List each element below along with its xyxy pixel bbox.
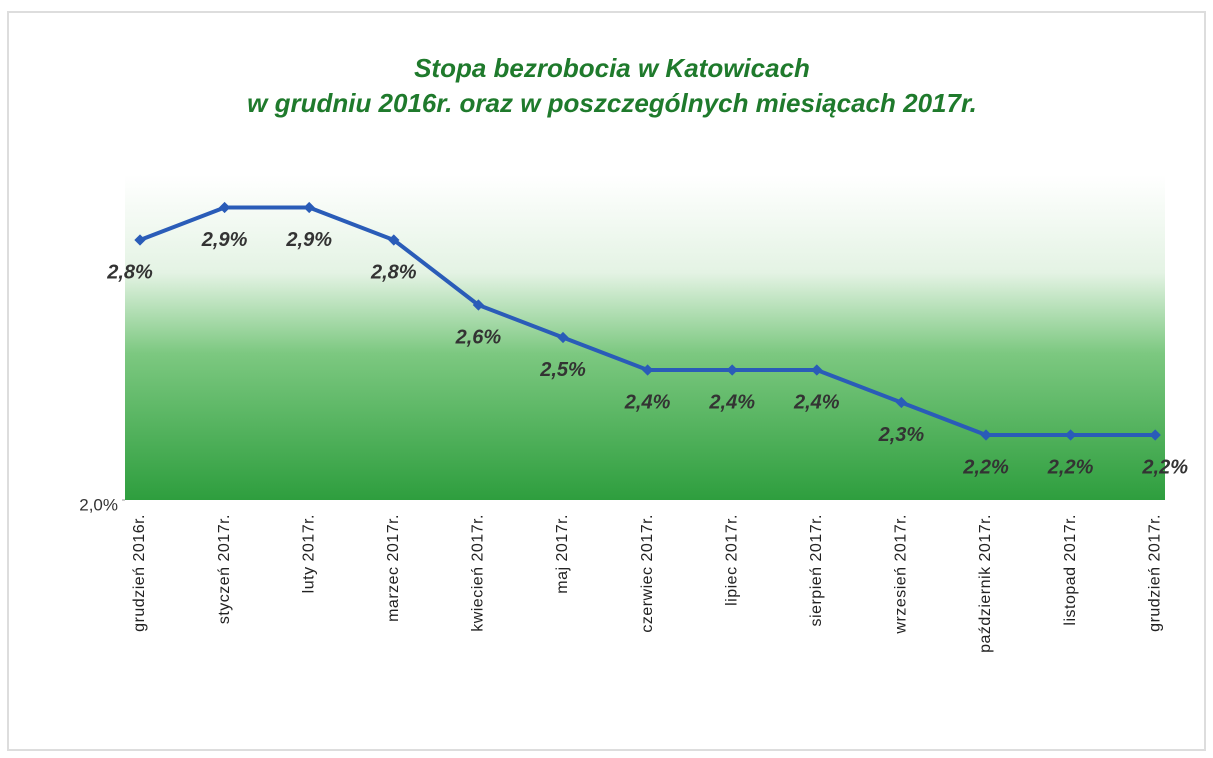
x-tick-label: styczeń 2017r.	[216, 514, 233, 624]
x-tick-label: kwiecień 2017r.	[470, 514, 487, 632]
chart-title: Stopa bezrobocia w Katowicach	[414, 53, 810, 83]
marker	[895, 396, 908, 409]
data-label: 2,8%	[106, 261, 153, 283]
data-label: 2,4%	[793, 391, 840, 413]
marker	[811, 364, 823, 376]
marker	[1064, 429, 1077, 441]
data-label: 2,2%	[962, 456, 1009, 478]
marker	[218, 201, 231, 214]
marker	[472, 299, 485, 311]
data-label: 2,4%	[708, 391, 755, 413]
x-tick-label: marzec 2017r.	[385, 514, 402, 622]
x-tick-label: wrzesień 2017r.	[893, 514, 910, 635]
marker	[641, 364, 654, 376]
data-label: 2,2%	[1141, 456, 1188, 478]
marker	[303, 201, 315, 214]
data-label: 2,2%	[1047, 456, 1094, 478]
plot-area	[125, 175, 1165, 500]
data-label: 2,6%	[455, 326, 502, 348]
x-tick-label: grudzień 2016r.	[131, 514, 148, 632]
x-tick-label: sierpień 2017r.	[808, 514, 825, 626]
x-tick-label: październik 2017r.	[977, 514, 994, 653]
x-tick-label: lipiec 2017r.	[723, 514, 740, 606]
frame	[7, 11, 1206, 751]
marker	[1149, 429, 1161, 441]
data-label: 2,9%	[201, 229, 248, 251]
data-label: 2,4%	[624, 391, 671, 413]
x-tick-label: maj 2017r.	[554, 514, 571, 594]
data-label: 2,3%	[878, 424, 925, 446]
marker	[980, 429, 992, 441]
x-tick-label: grudzień 2017r.	[1146, 514, 1163, 632]
chart-title: w grudniu 2016r. oraz w poszczególnych m…	[247, 88, 977, 118]
data-label: 2,5%	[539, 359, 586, 381]
data-label: 2,8%	[370, 261, 417, 283]
marker	[388, 234, 400, 246]
marker	[134, 234, 146, 246]
data-label: 2,9%	[285, 229, 332, 251]
x-tick-label: czerwiec 2017r.	[639, 514, 656, 633]
marker	[557, 331, 569, 344]
y-tick-label: 2,0%	[79, 495, 118, 514]
x-tick-label: listopad 2017r.	[1062, 514, 1079, 626]
marker	[726, 364, 738, 376]
x-tick-label: luty 2017r.	[300, 514, 317, 593]
